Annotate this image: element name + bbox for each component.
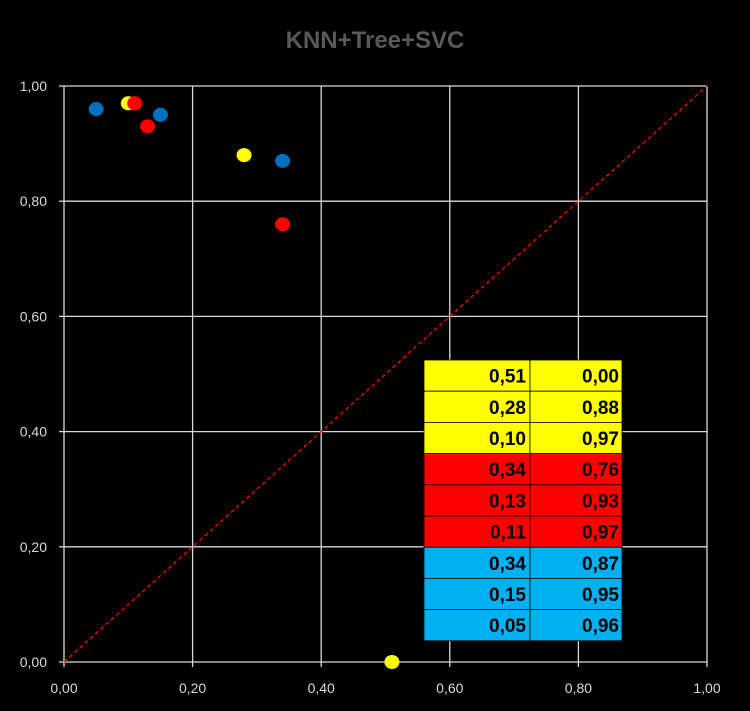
table-cell-bg (423, 546, 531, 579)
data-point (127, 96, 143, 111)
table-cell-bg (529, 359, 623, 392)
data-point (275, 153, 291, 168)
table-cell-y: 0,93 (582, 491, 619, 512)
data-point (140, 119, 156, 134)
table-cell-bg (529, 515, 623, 548)
table-cell-bg (529, 609, 623, 642)
x-tick-label: 0,40 (308, 680, 335, 696)
diagonal-reference (63, 85, 708, 663)
table-cell-y: 0,88 (582, 398, 619, 419)
table-cell-bg (423, 609, 531, 642)
y-tick-label: 0,40 (20, 424, 47, 440)
table-cell-x: 0,51 (489, 367, 526, 388)
table-cell-y: 0,00 (582, 367, 619, 388)
data-point (275, 217, 291, 232)
diagonal-line (63, 85, 708, 663)
y-tick-label: 0,00 (20, 654, 47, 670)
table-cell-x: 0,28 (489, 398, 526, 419)
tick-labels: 0,00 0,20 0,40 0,60 0,80 1,00 0,00 0,20 0,40 0,60… (20, 78, 721, 696)
data-point (384, 655, 400, 669)
x-tick-label: 0,00 (50, 680, 77, 696)
table-cell-y: 0,96 (582, 616, 619, 637)
x-tick-label: 0,20 (179, 680, 206, 696)
data-point (88, 102, 104, 117)
table-cell-x: 0,15 (489, 585, 526, 606)
table-cell-y: 0,97 (582, 523, 619, 544)
table-cell-bg (423, 390, 531, 423)
data-points (88, 96, 400, 669)
table-cell-bg (423, 484, 531, 517)
x-tick-label: 0,80 (565, 680, 592, 696)
table-cell-bg (529, 546, 623, 579)
y-tick-label: 0,60 (20, 308, 47, 324)
chart-title: KNN+Tree+SVC (286, 27, 465, 54)
data-point (236, 148, 252, 163)
table-cell-bg (529, 390, 623, 423)
table-cell-x: 0,10 (489, 429, 526, 450)
table-cell-bg (423, 515, 531, 548)
table-cell-y: 0,87 (582, 554, 619, 575)
table-cell-bg (423, 453, 531, 486)
table-cell-bg (529, 421, 623, 454)
values-table: 0,51 0,00 0,28 0,88 0,10 0,97 0,34 0,76 0,13 0,93… (423, 359, 623, 642)
x-tick-label: 0,60 (436, 680, 463, 696)
data-point (152, 107, 168, 122)
y-tick-label: 0,20 (20, 539, 47, 555)
table-cell-y: 0,95 (582, 585, 619, 606)
x-tick-label: 1,00 (693, 680, 720, 696)
y-tick-label: 1,00 (20, 78, 47, 94)
table-cell-x: 0,05 (489, 616, 526, 637)
table-cell-x: 0,34 (489, 554, 526, 575)
table-cell-y: 0,76 (582, 460, 619, 481)
y-tick-label: 0,80 (20, 193, 47, 209)
table-cell-bg (529, 453, 623, 486)
table-cell-y: 0,97 (582, 429, 619, 450)
table-cell-x: 0,13 (489, 491, 526, 512)
table-cell-x: 0,11 (490, 523, 526, 544)
table-cell-x: 0,34 (489, 460, 526, 481)
table-cell-bg (529, 578, 623, 611)
table-cell-bg (529, 484, 623, 517)
table-cell-bg (423, 359, 531, 392)
table-cell-bg (423, 421, 531, 454)
